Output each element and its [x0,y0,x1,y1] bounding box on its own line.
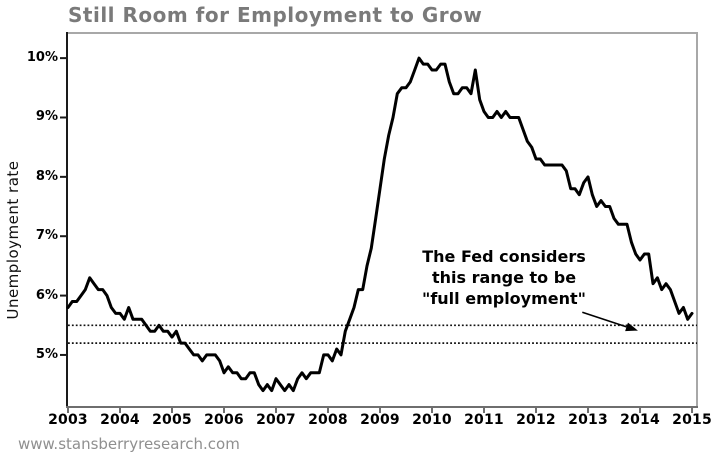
y-tick-label: 5% [35,346,58,362]
annotation-arrow [582,311,638,332]
x-tick-label: 2012 [516,412,556,428]
x-tick-label: 2014 [620,412,660,428]
annotation-arrow-head [625,322,638,332]
x-tick-label: 2007 [256,412,296,428]
y-tick-label: 7% [35,228,58,244]
fed-annotation-line-3: "full employment" [421,289,586,308]
fed-annotation: The Fed considers this range to be "full… [394,246,614,309]
x-tick-label: 2011 [464,412,504,428]
fed-annotation-line-2: this range to be [431,268,577,287]
x-tick-label: 2008 [308,412,348,428]
watermark: www.stansberryresearch.com [18,435,240,453]
chart-title: Still Room for Employment to Grow [68,3,483,27]
x-tick-label: 2010 [412,412,452,428]
y-tick-label: 10% [26,50,58,66]
annotation-arrow-shaft [582,311,627,328]
x-tick-label: 2004 [100,412,140,428]
y-tick-label: 6% [35,287,58,303]
x-tick-label: 2005 [152,412,192,428]
y-tick-label: 8% [35,168,58,184]
y-tick-label: 9% [35,109,58,125]
unemployment-line [66,56,694,393]
x-tick-label: 2015 [672,412,712,428]
x-tick-label: 2003 [48,412,88,428]
x-tick-label: 2013 [568,412,608,428]
axis-tick-marks [60,57,694,413]
x-tick-label: 2009 [360,412,400,428]
x-tick-label: 2006 [204,412,244,428]
fed-annotation-line-1: The Fed considers [422,247,586,266]
